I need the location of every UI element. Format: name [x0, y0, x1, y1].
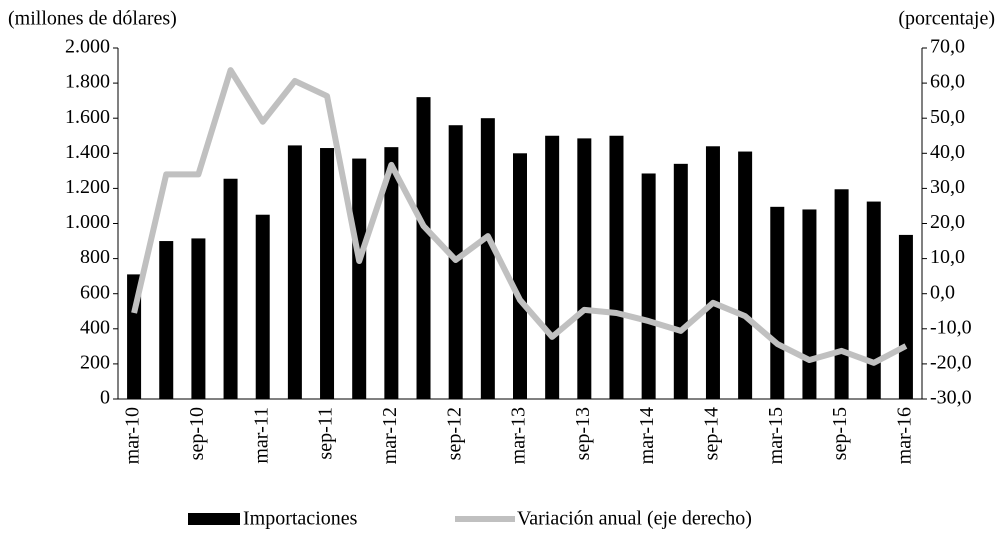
bar	[384, 147, 399, 399]
y-tick-label: 1.800	[65, 71, 110, 93]
y2-tick-label: 30,0	[930, 176, 965, 198]
bar	[287, 145, 302, 399]
bar	[545, 135, 560, 399]
y2-tick-label: 20,0	[930, 211, 965, 233]
bar	[802, 209, 817, 399]
bar	[159, 241, 174, 399]
x-tick-label: sep-14	[701, 407, 723, 460]
x-tick-label: mar-14	[636, 407, 658, 464]
y-tick-label: 600	[80, 281, 110, 303]
y2-tick-label: 0,0	[930, 281, 955, 303]
y2-axis-label: (porcentaje)	[898, 8, 995, 30]
y2-tick-label: -20,0	[930, 351, 972, 373]
y-tick-label: 1.200	[65, 176, 110, 198]
y2-tick-label: -30,0	[930, 387, 972, 409]
bar	[673, 163, 688, 399]
x-tick-label: sep-12	[443, 407, 465, 460]
bar	[255, 214, 270, 399]
bar	[834, 189, 849, 399]
y-tick-label: 1.400	[65, 141, 110, 163]
y-tick-label: 800	[80, 246, 110, 268]
bar	[352, 158, 367, 399]
y2-tick-label: 50,0	[930, 106, 965, 128]
y2-tick-label: 10,0	[930, 246, 965, 268]
line	[131, 67, 908, 366]
x-tick-label: mar-12	[379, 407, 401, 464]
y2-tick-label: -10,0	[930, 316, 972, 338]
x-tick-label: sep-13	[572, 407, 594, 460]
bar	[416, 97, 431, 399]
y2-tick-label: 60,0	[930, 71, 965, 93]
bar	[577, 138, 592, 399]
legend-label: Variación anual (eje derecho)	[517, 508, 752, 530]
x-tick-label: mar-13	[508, 407, 530, 464]
y-tick-label: 2.000	[65, 36, 110, 58]
x-tick-label: sep-15	[829, 407, 851, 460]
y2-tick-label: 70,0	[930, 36, 965, 58]
bar	[705, 146, 720, 399]
y-tick-label: 0	[100, 387, 110, 409]
y-tick-label: 1.600	[65, 106, 110, 128]
bar	[513, 153, 527, 399]
y-tick-label: 1.000	[65, 211, 110, 233]
bar	[770, 206, 785, 399]
x-tick-label: mar-16	[894, 407, 916, 464]
x-tick-label: mar-11	[250, 407, 272, 464]
bar	[480, 118, 495, 399]
bar	[641, 173, 656, 399]
legend-swatch	[188, 513, 240, 525]
x-tick-label: mar-15	[765, 407, 787, 464]
legend-label: Importaciones	[243, 508, 358, 530]
bar	[191, 238, 206, 399]
bar	[866, 201, 881, 399]
x-tick-label: mar-10	[122, 407, 144, 464]
y2-tick-label: 40,0	[930, 141, 965, 163]
bar	[609, 135, 624, 399]
bar	[223, 178, 238, 399]
y-tick-label: 400	[80, 316, 110, 338]
y-tick-label: 200	[80, 351, 110, 373]
bar	[320, 148, 335, 399]
bar	[738, 151, 753, 399]
x-tick-label: sep-10	[186, 407, 208, 460]
y-axis-label: (millones de dólares)	[8, 8, 177, 30]
x-tick-label: sep-11	[315, 407, 337, 460]
bar	[898, 234, 913, 399]
